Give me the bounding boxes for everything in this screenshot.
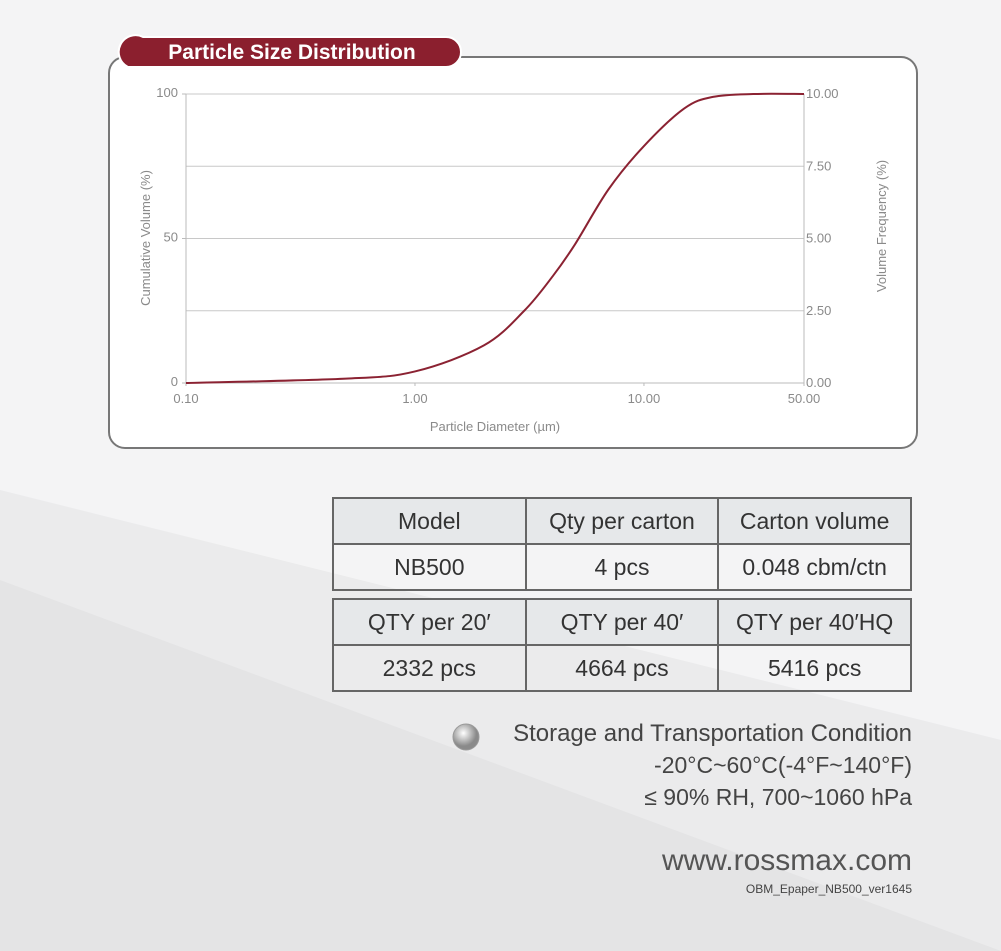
website: www.rossmax.com — [661, 844, 912, 877]
x-axis-label: Particle Diameter (µm) — [430, 419, 560, 434]
x-tick-label: 50.00 — [788, 391, 821, 406]
y2-axis-label: Volume Frequency (%) — [874, 160, 889, 292]
table-cell: 0.048 cbm/ctn — [717, 543, 912, 591]
chart-title: Particle Size Distribution — [168, 41, 415, 64]
header-cell: Carton volume — [717, 497, 912, 545]
table-row: 2332 pcs 4664 pcs 5416 pcs — [332, 644, 912, 692]
table-row: Model Qty per carton Carton volume — [332, 497, 912, 545]
x-tick-label: 1.00 — [402, 391, 427, 406]
y2-tick-label: 0.00 — [806, 375, 831, 390]
y2-tick-label: 2.50 — [806, 303, 831, 318]
table-row: QTY per 20′ QTY per 40′ QTY per 40′HQ — [332, 598, 912, 646]
header-cell: Qty per carton — [524, 497, 720, 545]
table: Model Qty per carton Carton volume NB500 4 p… — [332, 497, 912, 591]
y-axis-label: Cumulative Volume (%) — [138, 170, 153, 306]
table-row: NB500 4 pcs 0.048 cbm/ctn — [332, 543, 912, 591]
header-cell: QTY per 40′ — [524, 598, 720, 646]
y2-tick-label: 10.00 — [806, 86, 839, 101]
table-cell: NB500 — [332, 543, 527, 591]
storage-line: -20°C~60°C(-4°F~140°F) — [654, 752, 912, 778]
table-cell: 5416 pcs — [717, 644, 912, 692]
y2-tick-label: 5.00 — [806, 231, 831, 246]
chart: Particle Size Distribution Particle Diam… — [108, 34, 918, 449]
header-cell: QTY per 40′HQ — [717, 598, 912, 646]
table-cell: 2332 pcs — [332, 644, 527, 692]
storage-title: Storage and Transportation Condition — [513, 720, 912, 747]
header-cell: Model — [332, 497, 527, 545]
data-line — [185, 92, 805, 384]
header-cell: QTY per 20′ — [332, 598, 527, 646]
y-tick-label: 0 — [171, 374, 178, 389]
y-tick-label: 100 — [156, 85, 178, 100]
y-tick-label: 50 — [164, 230, 178, 245]
document-code: OBM_Epaper_NB500_ver1645 — [745, 882, 912, 896]
storage-line: ≤ 90% RH, 700~1060 hPa — [644, 784, 912, 810]
table: QTY per 20′ QTY per 40′ QTY per 40′HQ 2332 … — [332, 598, 912, 692]
x-tick-label: 10.00 — [628, 391, 661, 406]
table-cell: 4 pcs — [524, 543, 720, 591]
y2-tick-label: 7.50 — [806, 158, 831, 173]
table-cell: 4664 pcs — [524, 644, 720, 692]
x-tick-label: 0.10 — [173, 391, 198, 406]
bullet-icon — [452, 723, 480, 751]
